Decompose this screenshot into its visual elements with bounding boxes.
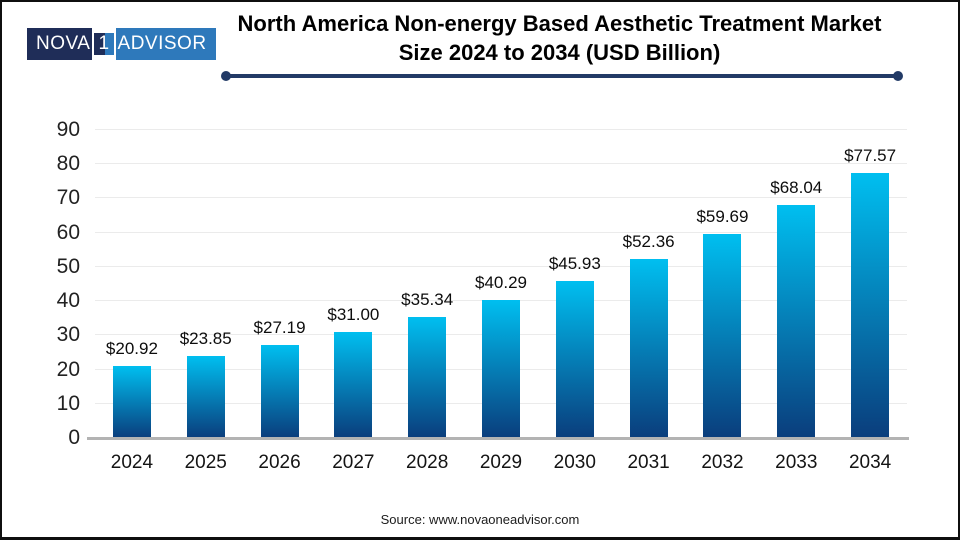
gridline-50 (95, 265, 907, 267)
bar-2032 (703, 233, 742, 438)
logo-text-advisor: ADVISOR (115, 28, 216, 60)
y-tick-label-10: 10 (56, 391, 80, 415)
bar-value-label-2024: $20.92 (105, 339, 158, 359)
y-tick-label-70: 70 (56, 186, 80, 210)
bar-value-label-2026: $27.19 (253, 317, 306, 337)
x-tick-label-2031: 2031 (627, 452, 670, 473)
bar-value-label-2034: $77.57 (844, 145, 897, 165)
x-tick-label-2026: 2026 (258, 452, 301, 473)
x-tick-label-2032: 2032 (701, 452, 744, 473)
chart-title-line2: Size 2024 to 2034 (USD Billion) (398, 40, 721, 65)
y-tick-label-60: 60 (56, 220, 80, 244)
bar-2027 (334, 331, 373, 438)
bar-value-label-2030: $45.93 (548, 253, 601, 273)
y-tick-label-80: 80 (56, 152, 80, 176)
gridline-70 (95, 197, 907, 199)
plot-area (95, 129, 907, 438)
bar-value-label-2027: $31.00 (327, 304, 380, 324)
nova-one-advisor-logo: NOVA 1 ADVISOR (27, 28, 216, 60)
bar-2033 (777, 205, 816, 438)
x-tick-label-2027: 2027 (332, 452, 375, 473)
gridline-80 (95, 163, 907, 165)
title-divider (221, 71, 903, 81)
logo-one-box: 1 (92, 31, 116, 57)
bar-2026 (260, 344, 299, 438)
divider-line (225, 74, 899, 78)
y-tick-label-30: 30 (56, 323, 80, 347)
y-tick-label-20: 20 (56, 357, 80, 381)
x-tick-label-2025: 2025 (184, 452, 227, 473)
bar-value-label-2029: $40.29 (475, 273, 527, 293)
bar-value-label-2032: $59.69 (696, 206, 749, 226)
gridline-90 (95, 129, 907, 130)
gridline-60 (95, 231, 907, 233)
x-tick-label-2034: 2034 (848, 452, 892, 473)
x-tick-label-2033: 2033 (775, 452, 818, 473)
bar-2024 (112, 366, 151, 438)
x-tick-label-2029: 2029 (479, 452, 523, 473)
x-tick-label-2024: 2024 (110, 452, 154, 473)
bar-2025 (186, 356, 225, 438)
bar-2034 (851, 172, 890, 438)
bar-value-label-2028: $35.34 (401, 290, 454, 310)
logo-text-nova: NOVA (27, 28, 93, 60)
chart-title-line1: North America Non-energy Based Aesthetic… (237, 11, 882, 36)
y-tick-label-0: 0 (68, 426, 80, 449)
bar-2028 (408, 317, 447, 438)
x-axis-baseline (87, 437, 909, 440)
bar-2030 (555, 280, 594, 438)
bar-value-label-2033: $68.04 (770, 178, 823, 198)
divider-right-dot (893, 71, 903, 81)
y-tick-label-40: 40 (56, 289, 80, 313)
bar-value-label-2031: $52.36 (622, 231, 675, 251)
bar-2031 (629, 258, 668, 438)
bar-2029 (482, 300, 520, 438)
y-tick-label-90: 90 (56, 118, 80, 141)
source-note: Source: www.novaoneadvisor.com (380, 512, 580, 527)
bar-value-label-2025: $23.85 (179, 329, 232, 349)
x-tick-label-2030: 2030 (553, 452, 596, 473)
x-tick-label-2028: 2028 (406, 452, 449, 473)
y-tick-label-50: 50 (56, 254, 80, 278)
chart-title: North America Non-energy Based Aesthetic… (202, 9, 917, 67)
